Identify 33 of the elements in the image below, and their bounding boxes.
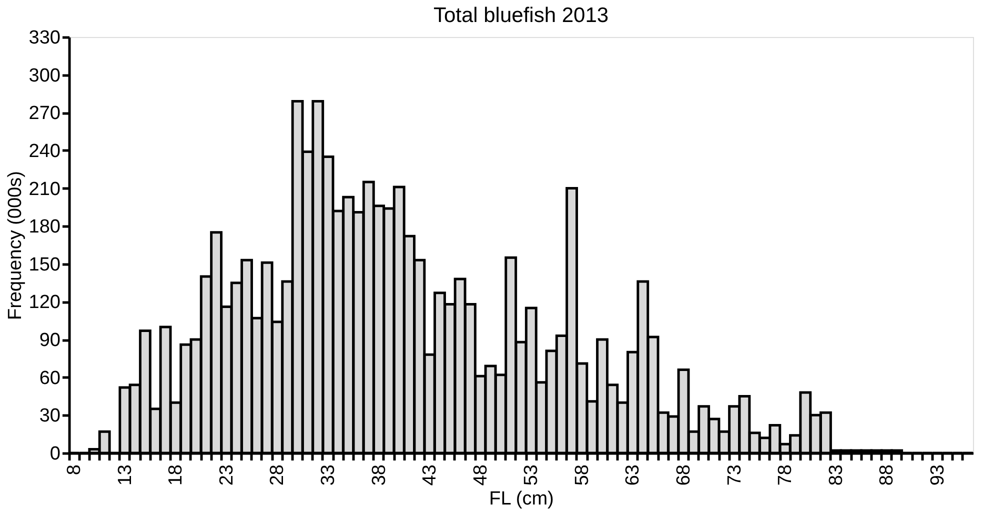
x-tick-label: 28 <box>267 464 288 486</box>
y-axis-title: Frequency (000s) <box>4 171 26 320</box>
x-tick-label: 43 <box>420 464 441 486</box>
y-tick-label: 150 <box>28 254 60 276</box>
x-tick-label: 63 <box>622 464 644 486</box>
chart-title: Total bluefish 2013 <box>433 4 609 27</box>
x-tick-label: 23 <box>216 464 238 486</box>
y-tick-label: 180 <box>28 216 60 238</box>
y-tick-label: 0 <box>50 444 60 464</box>
x-tick-label: 33 <box>318 464 340 486</box>
x-tick-label: 13 <box>114 464 136 486</box>
x-tick-label: 53 <box>521 464 542 486</box>
x-tick-label: 78 <box>775 464 796 486</box>
x-tick-label: 58 <box>572 464 593 486</box>
y-tick-label: 300 <box>28 65 60 86</box>
y-tick-label: 60 <box>39 368 60 389</box>
y-tick-label: 270 <box>28 103 60 124</box>
x-axis-title: FL (cm) <box>489 488 554 510</box>
x-tick-label: 73 <box>724 464 746 486</box>
x-tick-label: 93 <box>927 464 948 486</box>
x-tick-label: 48 <box>470 464 492 486</box>
y-tick-label: 30 <box>39 406 60 427</box>
y-tick-label: 120 <box>28 292 60 314</box>
x-tick-label: 68 <box>674 464 695 486</box>
y-tick-label: 240 <box>28 140 60 162</box>
x-tick-label: 8 <box>64 464 86 476</box>
y-tick-label: 330 <box>28 28 60 48</box>
x-tick-label: 88 <box>876 464 898 486</box>
y-tick-label: 210 <box>28 178 60 200</box>
x-tick-label: 83 <box>826 464 847 486</box>
x-tick-label: 38 <box>368 464 390 486</box>
x-tick-label: 18 <box>166 464 187 486</box>
y-tick-label: 90 <box>39 330 60 352</box>
